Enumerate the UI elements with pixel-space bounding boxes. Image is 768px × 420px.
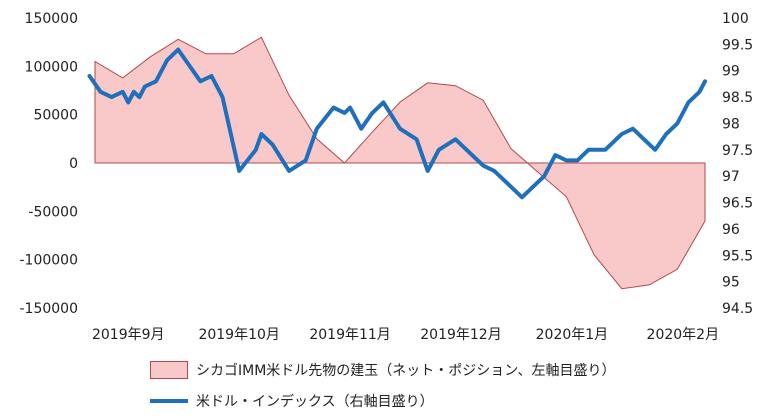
x-axis-tick-label: 2020年2月 [647,327,720,343]
right-axis-tick-label: 94.5 [722,301,753,317]
series-area-position [94,36,706,290]
x-axis-tick-label: 2019年12月 [420,327,501,343]
right-axis-tick-label: 97.5 [722,143,753,159]
legend-swatch-dollar-index [150,399,188,403]
x-axis-tick-label: 2019年10月 [198,327,279,343]
right-axis-tick-label: 95 [722,275,740,291]
x-axis-tick-label: 2019年9月 [92,327,165,343]
left-axis-tick-label: 150000 [25,11,78,27]
right-axis-tick-label: 100 [722,11,749,27]
left-axis-tick-label: 100000 [25,59,78,75]
series-line-dollar-index [87,47,707,200]
legend-swatch-position [150,361,188,379]
legend-label-position: シカゴIMM米ドル先物の建玉（ネット・ポジション、左軸目盛り） [196,363,616,379]
left-axis-tick-label: 0 [69,156,78,172]
x-axis-tick-label: 2020年1月 [536,327,609,343]
left-axis-tick-label: -150000 [20,301,79,317]
right-axis-tick-label: 98.5 [722,90,753,106]
right-axis-tick-label: 96.5 [722,196,753,212]
right-axis-tick-label: 95.5 [722,248,753,264]
right-axis-tick-label: 96 [722,222,740,238]
right-axis-tick-label: 97 [722,169,740,185]
legend-item-dollar-index: 米ドル・インデックス（右軸目盛り） [150,391,434,411]
left-axis-tick-label: -50000 [28,204,78,220]
right-axis-tick-label: 99.5 [722,37,753,53]
legend-item-position: シカゴIMM米ドル先物の建玉（ネット・ポジション、左軸目盛り） [150,360,615,380]
left-axis-tick-label: 50000 [33,108,78,124]
x-axis-tick-label: 2019年11月 [309,327,390,343]
left-axis-tick-label: -100000 [20,253,79,269]
right-axis-tick-label: 98 [722,116,740,132]
right-axis-tick-label: 99 [722,64,740,80]
legend-label-dollar-index: 米ドル・インデックス（右軸目盛り） [196,394,434,410]
chart-svg: -150000 -100000 -50000 0 50000 100000 150000 94… [20,11,754,343]
